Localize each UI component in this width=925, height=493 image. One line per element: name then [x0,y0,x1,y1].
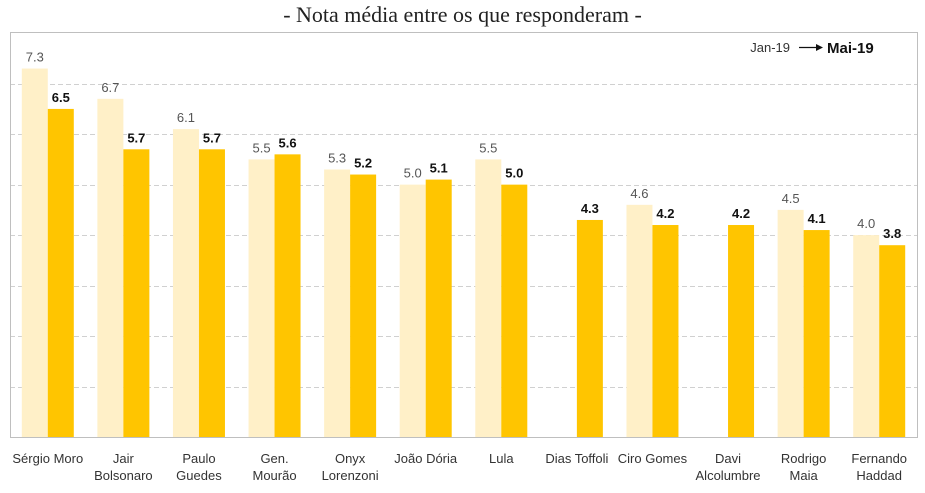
data-label-jan: 5.5 [479,140,497,155]
data-label-mai: 5.7 [203,130,221,145]
x-tick-label: Rodrigo [781,451,827,466]
bar-mai [652,225,679,437]
bar-jan [97,98,124,437]
data-label-jan: 6.1 [177,110,195,125]
chart-title: - Nota média entre os que responderam - [283,2,642,27]
x-tick-label: Gen. [260,451,288,466]
bar-mai [350,174,377,438]
bar-jan [172,129,199,437]
x-tick-label: Ciro Gomes [618,451,688,466]
bar-mai [879,245,906,437]
legend-arrow-head-icon [816,44,823,51]
bar-mai [576,219,603,437]
x-tick-label: Sérgio Moro [12,451,83,466]
legend: Jan-19 Mai-19 [750,40,873,57]
x-tick-label: Onyx [335,451,366,466]
data-label-mai: 4.3 [581,201,599,216]
bar-mai [501,184,528,437]
data-label-jan: 5.5 [253,140,271,155]
x-tick-label: Paulo [182,451,215,466]
bar-mai [47,108,74,438]
data-label-mai: 5.7 [127,130,145,145]
x-tick-label: Fernando [851,451,907,466]
data-label-mai: 5.0 [505,166,523,181]
bar-jan [324,169,351,437]
x-tick-label: João Dória [394,451,458,466]
data-label-jan: 6.7 [101,80,119,95]
bar-jan [626,204,653,437]
bar-jan [21,68,48,437]
x-tick-label: Maia [790,468,819,483]
data-label-jan: 4.0 [857,216,875,231]
data-label-mai: 3.8 [883,226,901,241]
bar-jan [399,184,426,437]
data-label-jan: 5.3 [328,150,346,165]
bar-mai [728,225,755,437]
x-tick-label: Haddad [856,468,902,483]
bar-jan [777,209,804,437]
data-label-mai: 5.2 [354,156,372,171]
data-label-jan: 7.3 [26,50,44,65]
gridlines [10,84,917,388]
x-tick-label: Mourão [253,468,297,483]
bar-jan [853,235,880,437]
x-tick-label: Dias Toffoli [545,451,608,466]
x-tick-label: Bolsonaro [94,468,153,483]
data-label-jan: 4.6 [630,186,648,201]
data-label-mai: 5.6 [279,135,297,150]
bar-mai [274,154,301,437]
x-tick-label: Jair [113,451,135,466]
plot-area-border [10,32,918,438]
x-axis-tick-labels: Sérgio Moro Jair Bolsonaro Paulo Guedes Gen. M… [12,451,907,483]
x-tick-label: Lorenzoni [322,468,379,483]
data-label-mai: 6.5 [52,90,70,105]
data-label-jan: 5.0 [404,166,422,181]
x-tick-label: Davi [715,451,741,466]
data-labels: 7.3 6.5 6.7 5.7 6.1 5.7 5.5 5.6 5.3 5.2 5.0 5.1 5.5 5… [26,50,901,242]
bar-mai [123,149,150,437]
data-label-jan: 4.5 [782,191,800,206]
x-tick-label: Alcolumbre [696,468,761,483]
bar-mai [803,230,830,437]
bars [21,68,906,438]
legend-label-mai: Mai-19 [827,40,874,57]
data-label-mai: 4.2 [732,206,750,221]
bar-mai [198,149,225,437]
bar-jan [248,159,275,437]
x-tick-label: Lula [489,451,514,466]
bar-mai [425,179,452,437]
legend-label-jan: Jan-19 [750,40,790,55]
data-label-mai: 4.2 [656,206,674,221]
x-tick-label: Guedes [176,468,222,483]
bar-jan [475,159,502,437]
data-label-mai: 5.1 [430,161,448,176]
data-label-mai: 4.1 [808,211,826,226]
